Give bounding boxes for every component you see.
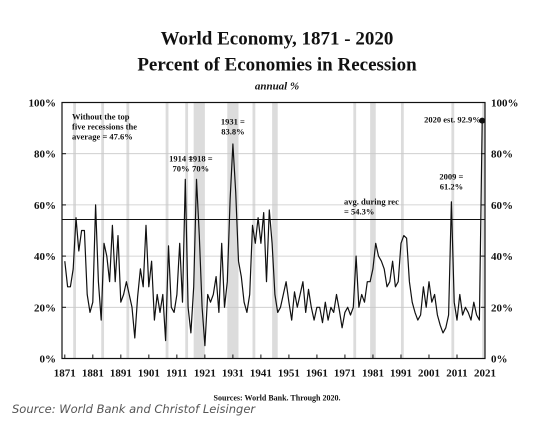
annotation-label: 1931 = <box>221 117 245 127</box>
avg-label: = 54.3% <box>344 206 374 216</box>
y-tick-label-left: 80% <box>34 149 56 161</box>
x-tick-label: 1921 <box>194 368 216 380</box>
annotation-label: 83.8% <box>221 127 244 137</box>
y-tick-label-left: 20% <box>34 302 56 314</box>
annotation-label: 61.2% <box>440 182 463 192</box>
y-tick-label-left: 40% <box>34 251 56 263</box>
source-caption: Source: World Bank and Christof Leisinge… <box>12 402 256 416</box>
x-tick-label: 1911 <box>166 368 187 380</box>
annotation-label: average = 47.6% <box>72 132 133 142</box>
x-tick-label: 1951 <box>278 368 300 380</box>
x-tick-label: 1941 <box>250 368 272 380</box>
y-tick-label-right: 60% <box>491 200 513 212</box>
recession-band <box>400 102 404 359</box>
avg-label: avg. during rec <box>344 196 399 206</box>
x-tick-label: 1891 <box>110 368 132 380</box>
x-tick-label: 1871 <box>54 368 76 380</box>
plot-area-border <box>61 101 486 360</box>
recession-bands <box>73 102 485 359</box>
y-tick-label-right: 0% <box>491 354 508 366</box>
x-tick-label: 1971 <box>334 368 356 380</box>
x-tick-label: 2011 <box>446 368 467 380</box>
y-tick-label-right: 100% <box>491 98 519 110</box>
chart-subtitle: Percent of Economies in Recession <box>137 55 417 76</box>
x-tick-label: 1931 <box>222 368 244 380</box>
recession-band <box>272 102 278 359</box>
sources-note: Sources: World Bank. Through 2020. <box>214 394 341 403</box>
annotation-label: 1918 = <box>189 154 213 164</box>
recession-band <box>73 102 77 359</box>
annotation-label: 1914 = <box>169 154 193 164</box>
x-tick-label: 2001 <box>418 368 440 380</box>
y-tick-label-right: 80% <box>491 149 513 161</box>
y-tick-label-right: 20% <box>491 302 513 314</box>
x-tick-label: 1981 <box>362 368 384 380</box>
recession-band <box>101 102 105 359</box>
data-series <box>64 117 486 347</box>
x-tick-label: 1991 <box>390 368 412 380</box>
y-tick-label-right: 40% <box>491 251 513 263</box>
chart-title: World Economy, 1871 - 2020 <box>161 29 394 50</box>
annotation-label: 70% <box>173 164 190 174</box>
data-point-2020 <box>479 117 486 124</box>
x-tick-label: 1961 <box>306 368 328 380</box>
recession-band <box>165 102 169 359</box>
chart-unit-note: annual % <box>255 81 299 93</box>
recession-band <box>353 102 357 359</box>
annotation-label: 2009 = <box>439 172 463 182</box>
average-line: avg. during rec= 54.3% <box>62 196 485 220</box>
recession-band <box>482 102 485 359</box>
x-tick-label: 1901 <box>138 368 160 380</box>
recession-band <box>227 102 239 359</box>
annotation-label: 70% <box>192 164 209 174</box>
series-line <box>64 120 483 347</box>
annotation-label: five recessions the <box>72 122 137 132</box>
recession-band <box>126 102 130 359</box>
y-tick-label-left: 100% <box>29 98 57 110</box>
x-tick-label: 2021 <box>474 368 496 380</box>
annotation-label: 2020 est. 92.9% <box>424 115 481 125</box>
axes: 0% 20% 40% 60% 80% 100% 0% 20% 40% 60% 80% 100% 1871… <box>29 98 519 380</box>
x-tick-label: 1881 <box>82 368 104 380</box>
annotation-label: Without the top <box>72 112 130 122</box>
y-tick-label-left: 0% <box>40 354 57 366</box>
recession-band <box>370 102 376 359</box>
y-tick-label-left: 60% <box>34 200 56 212</box>
